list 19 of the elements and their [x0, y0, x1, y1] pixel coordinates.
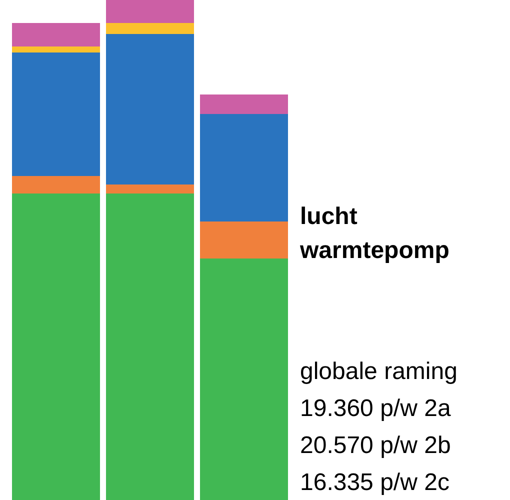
bar [200, 94, 288, 114]
bar [106, 34, 194, 184]
bar [12, 46, 100, 52]
text: globale raming [300, 357, 458, 387]
bar [12, 23, 100, 46]
bar [12, 52, 100, 176]
text: 19.360 p/w 2a [300, 394, 452, 424]
text: lucht warmtepomp [300, 202, 450, 266]
bar [106, 23, 194, 34]
bar [106, 184, 194, 194]
bar [106, 0, 194, 23]
text: 16.335 p/w 2c [300, 468, 450, 498]
text: 20.570 p/w 2b [300, 431, 452, 461]
bar [200, 222, 288, 258]
bar [200, 258, 288, 500]
bar [200, 114, 288, 222]
bar [106, 194, 194, 500]
bar [12, 194, 100, 500]
bar [12, 176, 100, 194]
